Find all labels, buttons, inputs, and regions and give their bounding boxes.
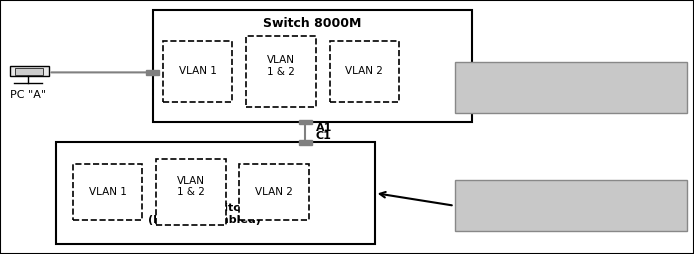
Text: PC "B": PC "B" [509,90,545,100]
Text: VLAN 1: VLAN 1 [179,66,217,76]
FancyBboxPatch shape [455,62,687,113]
FancyBboxPatch shape [515,68,543,75]
Text: (Routing Enabled): (Routing Enabled) [149,215,261,225]
Text: VLAN 1: VLAN 1 [89,187,126,197]
Text: This switch has a single
forwarding database.: This switch has a single forwarding data… [505,77,637,99]
FancyBboxPatch shape [10,66,49,76]
FancyBboxPatch shape [455,180,687,231]
Text: VLAN 2: VLAN 2 [346,66,383,76]
FancyBboxPatch shape [330,41,399,102]
FancyBboxPatch shape [56,142,375,244]
Text: C1: C1 [316,131,332,141]
Bar [466,70,478,75]
FancyBboxPatch shape [239,164,309,220]
FancyBboxPatch shape [153,10,472,122]
Bar [299,120,312,124]
Text: VLAN
1 & 2: VLAN 1 & 2 [267,55,295,77]
Text: VLAN 2: VLAN 2 [255,187,293,197]
FancyBboxPatch shape [156,159,226,225]
FancyBboxPatch shape [510,66,548,76]
FancyBboxPatch shape [246,36,316,107]
Text: Switch 8000M: Switch 8000M [263,17,362,29]
FancyBboxPatch shape [73,164,142,220]
Text: 8212zl Switch: 8212zl Switch [161,203,248,213]
Bar [299,140,312,145]
FancyBboxPatch shape [163,41,232,102]
Text: This switch has multiple
forwarding databases.: This switch has multiple forwarding data… [504,195,638,217]
Text: A1: A1 [316,123,332,133]
Text: PC "A": PC "A" [10,90,46,100]
Text: VLAN
1 & 2: VLAN 1 & 2 [177,176,205,198]
Bar [146,70,159,75]
FancyBboxPatch shape [15,68,43,75]
